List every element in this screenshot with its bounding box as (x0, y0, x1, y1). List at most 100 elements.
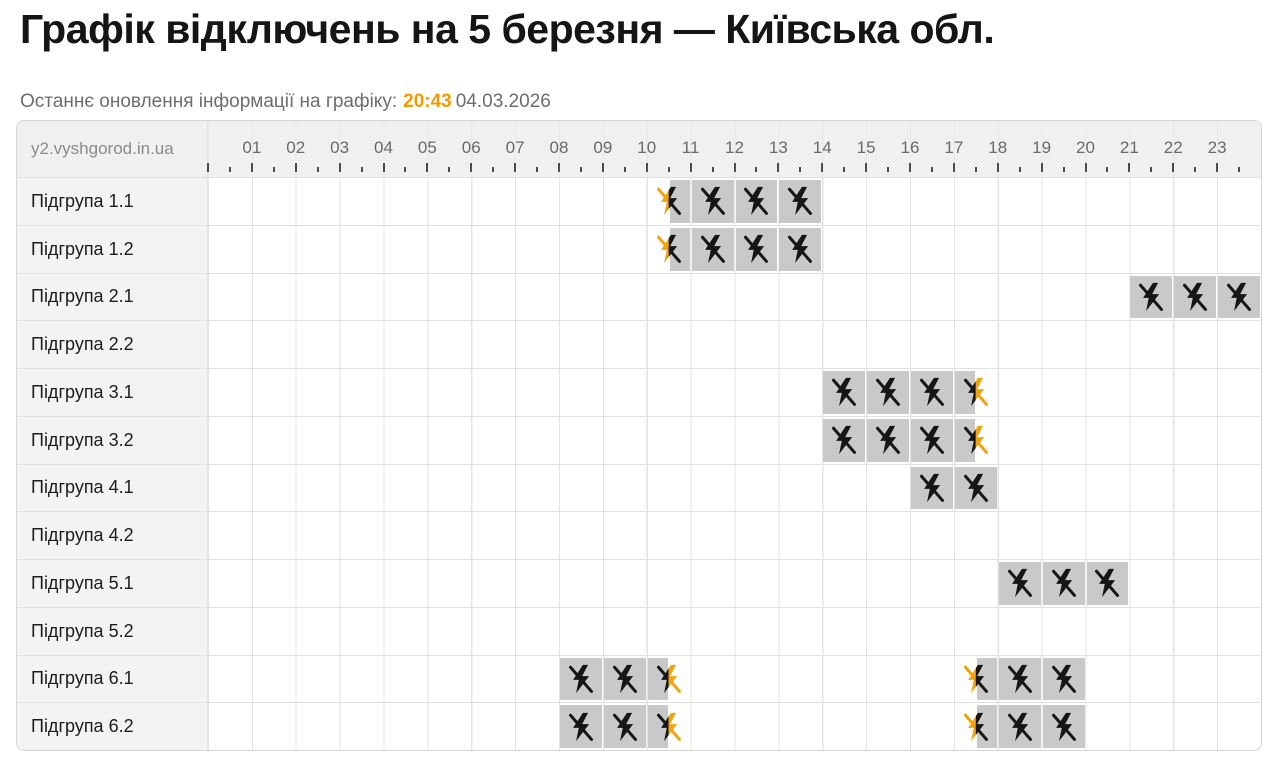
outage-cell (954, 466, 997, 510)
ruler-tick (207, 163, 209, 172)
hours-ruler: 01 02 03 04 05 06 07 08 09 10 11 12 13 14 15 16 17 18 19 20… (207, 121, 1261, 177)
outage-cell (560, 657, 602, 701)
ruler-tick (360, 167, 363, 172)
ruler-tick (601, 163, 604, 172)
outage-cell (560, 705, 602, 748)
ruler-tick (294, 163, 297, 172)
schedule-row: Підгрупа 4.2 (17, 511, 1261, 559)
ruler-tick (1194, 167, 1197, 172)
power-off-icon (1007, 664, 1033, 694)
outage-cell (911, 371, 953, 414)
ruler-tick (1084, 163, 1087, 172)
row-grid (208, 321, 1261, 368)
row-label: Підгрупа 2.1 (17, 273, 208, 321)
schedule-row: Підгрупа 6.2 (17, 702, 1261, 750)
power-off-icon (568, 664, 594, 694)
hour-label: 02 (286, 138, 306, 157)
outage-cell (911, 466, 953, 510)
outage-cell (1042, 705, 1085, 748)
outage-cell (976, 657, 997, 701)
power-transition-icon (963, 425, 989, 455)
power-off-icon (919, 473, 945, 503)
row-label: Підгрупа 6.1 (17, 655, 208, 703)
hour-label: 06 (461, 138, 481, 157)
ruler-tick (733, 163, 736, 172)
ruler-tick (536, 167, 539, 172)
ruler-tick (930, 167, 933, 172)
outage-cell (976, 705, 997, 748)
ruler-tick (382, 163, 385, 172)
power-off-icon (1226, 282, 1252, 312)
outage-cell (735, 180, 778, 223)
hour-label: 13 (768, 138, 788, 157)
power-off-icon (919, 425, 945, 455)
ruler-tick (558, 163, 560, 172)
row-grid (208, 273, 1261, 321)
outage-cell (647, 705, 668, 748)
row-label: Підгрупа 4.2 (17, 512, 208, 559)
last-updated-time: 20:43 (403, 91, 452, 112)
outage-cell (669, 227, 690, 271)
ruler-tick (1018, 167, 1021, 172)
power-off-icon (743, 186, 769, 216)
schedule-row: Підгрупа 3.2 (17, 415, 1261, 464)
outage-cell (1218, 275, 1260, 319)
hour-label: 20 (1076, 138, 1095, 157)
power-off-icon (1051, 568, 1077, 598)
power-transition-icon (656, 234, 682, 264)
outage-cell (911, 418, 953, 462)
hour-label: 04 (374, 138, 393, 157)
outage-cell (691, 180, 734, 223)
outage-cell (823, 418, 866, 462)
row-grid (208, 607, 1261, 655)
ruler-tick (404, 167, 407, 172)
outage-cell (779, 227, 822, 271)
power-transition-icon (963, 712, 989, 742)
outage-cell (998, 705, 1041, 748)
outage-cell (998, 562, 1041, 605)
row-label: Підгрупа 3.2 (17, 416, 208, 464)
outage-cell (1042, 657, 1085, 701)
power-off-icon (1051, 712, 1077, 742)
hour-label: 22 (1163, 138, 1183, 157)
outage-cell (823, 371, 866, 414)
site-watermark: y2.vyshgorod.in.ua (17, 121, 208, 177)
row-label: Підгрупа 5.2 (17, 607, 208, 655)
power-off-icon (1138, 282, 1164, 312)
power-off-icon (787, 186, 813, 216)
outage-cell (1086, 562, 1129, 605)
power-transition-icon (656, 712, 682, 742)
hour-label: 14 (812, 138, 832, 157)
outage-cell (1174, 275, 1217, 319)
ruler-tick (1062, 167, 1065, 172)
power-off-icon (919, 377, 945, 407)
outage-schedule-table: y2.vyshgorod.in.ua 01 02 03 04 05 06 07 08 09 10 1… (16, 120, 1262, 751)
ruler-tick (228, 167, 231, 172)
schedule-row: Підгрупа 4.1 (17, 463, 1261, 512)
hour-label: 18 (988, 138, 1008, 157)
power-off-icon (787, 234, 813, 264)
schedule-row: Підгрупа 1.1 (17, 177, 1261, 225)
row-label: Підгрупа 3.1 (17, 369, 208, 416)
row-grid (208, 369, 1261, 416)
schedule-row: Підгрупа 5.1 (17, 559, 1261, 607)
power-off-icon (1051, 664, 1077, 694)
ruler-tick (1172, 163, 1175, 172)
power-transition-icon (963, 377, 989, 407)
ruler-tick (1106, 167, 1109, 172)
ruler-tick (338, 163, 341, 172)
ruler-tick (492, 167, 495, 172)
row-grid (208, 512, 1261, 559)
outage-cell (1130, 275, 1173, 319)
ruler-tick (623, 167, 626, 172)
ruler-tick (1216, 163, 1219, 172)
last-updated-label: Останнє оновлення інформації на графіку: (20, 91, 398, 112)
ruler-tick (799, 167, 802, 172)
row-label: Підгрупа 4.1 (17, 464, 208, 512)
schedule-row: Підгрупа 5.2 (17, 606, 1261, 655)
row-grid (208, 560, 1261, 607)
outage-cell (735, 227, 778, 271)
power-off-icon (612, 712, 638, 742)
ruler-tick (821, 163, 824, 172)
row-grid (208, 703, 1261, 750)
